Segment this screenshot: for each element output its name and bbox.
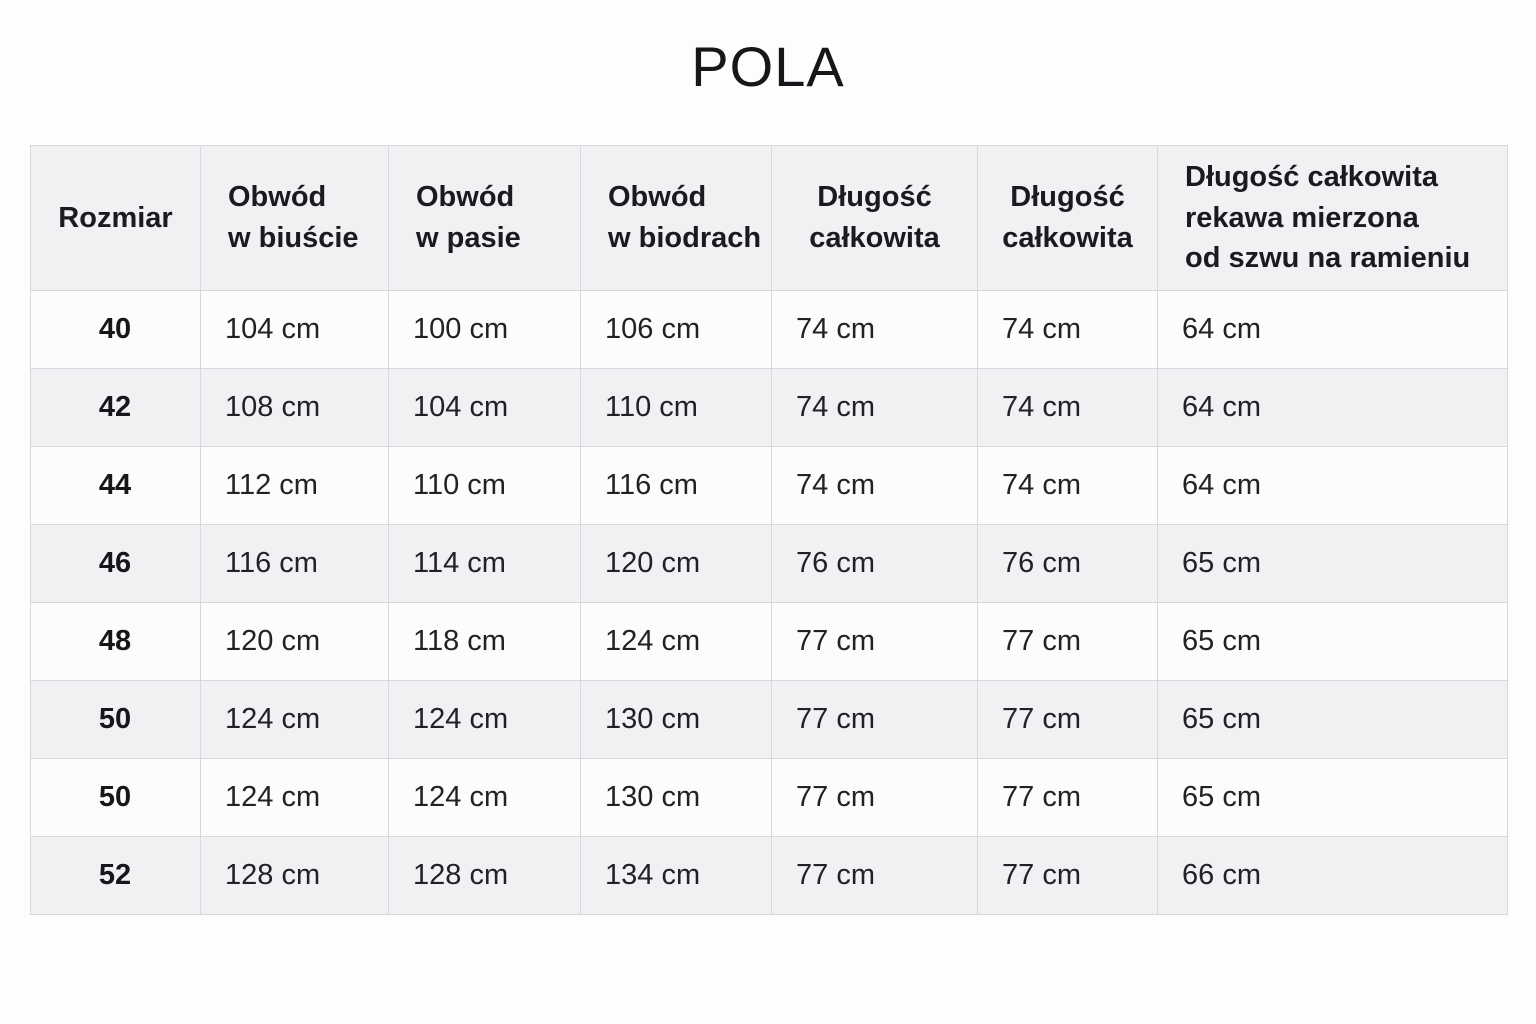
sleeve-cell: 65 cm <box>1157 758 1508 837</box>
length-cell: 74 cm <box>771 446 978 525</box>
size-cell: 44 <box>30 446 201 525</box>
table-row: 52 128 cm 128 cm 134 cm 77 cm 77 cm 66 c… <box>30 836 1508 915</box>
bust-cell: 128 cm <box>200 836 389 915</box>
hips-cell: 116 cm <box>580 446 772 525</box>
sleeve-cell: 64 cm <box>1157 368 1508 447</box>
hips-cell: 110 cm <box>580 368 772 447</box>
size-cell: 52 <box>30 836 201 915</box>
table-row: 40 104 cm 100 cm 106 cm 74 cm 74 cm 64 c… <box>30 290 1508 369</box>
length-cell: 77 cm <box>771 602 978 681</box>
header-row: Rozmiar Obwód w biuście Obwód w pasie Ob… <box>30 145 1508 291</box>
table-row: 48 120 cm 118 cm 124 cm 77 cm 77 cm 65 c… <box>30 602 1508 681</box>
hips-cell: 130 cm <box>580 680 772 759</box>
length-cell: 76 cm <box>977 524 1158 603</box>
column-header-sleeve-length: Długość całkowita rekawa mierzona od szw… <box>1157 145 1508 291</box>
sleeve-cell: 65 cm <box>1157 680 1508 759</box>
length-cell: 74 cm <box>977 290 1158 369</box>
bust-cell: 116 cm <box>200 524 389 603</box>
sleeve-cell: 64 cm <box>1157 290 1508 369</box>
sleeve-cell: 66 cm <box>1157 836 1508 915</box>
sleeve-cell: 64 cm <box>1157 446 1508 525</box>
size-cell: 50 <box>30 758 201 837</box>
waist-cell: 118 cm <box>388 602 581 681</box>
bust-cell: 124 cm <box>200 680 389 759</box>
sleeve-cell: 65 cm <box>1157 602 1508 681</box>
hips-cell: 124 cm <box>580 602 772 681</box>
length-cell: 77 cm <box>771 836 978 915</box>
size-cell: 42 <box>30 368 201 447</box>
waist-cell: 124 cm <box>388 680 581 759</box>
bust-cell: 112 cm <box>200 446 389 525</box>
waist-cell: 128 cm <box>388 836 581 915</box>
column-header-total-length-2: Długość całkowita <box>977 145 1158 291</box>
column-header-size: Rozmiar <box>30 145 201 291</box>
column-header-waist: Obwód w pasie <box>388 145 581 291</box>
page-title: POLA <box>691 35 845 98</box>
waist-cell: 104 cm <box>388 368 581 447</box>
length-cell: 74 cm <box>977 368 1158 447</box>
column-header-hips: Obwód w biodrach <box>580 145 772 291</box>
length-cell: 74 cm <box>977 446 1158 525</box>
waist-cell: 110 cm <box>388 446 581 525</box>
table-row: 44 112 cm 110 cm 116 cm 74 cm 74 cm 64 c… <box>30 446 1508 525</box>
size-cell: 48 <box>30 602 201 681</box>
column-header-total-length: Długość całkowita <box>771 145 978 291</box>
length-cell: 77 cm <box>977 680 1158 759</box>
hips-cell: 134 cm <box>580 836 772 915</box>
bust-cell: 104 cm <box>200 290 389 369</box>
length-cell: 74 cm <box>771 290 978 369</box>
sleeve-cell: 65 cm <box>1157 524 1508 603</box>
length-cell: 77 cm <box>977 758 1158 837</box>
table-row: 46 116 cm 114 cm 120 cm 76 cm 76 cm 65 c… <box>30 524 1508 603</box>
size-cell: 40 <box>30 290 201 369</box>
bust-cell: 124 cm <box>200 758 389 837</box>
table-row: 50 124 cm 124 cm 130 cm 77 cm 77 cm 65 c… <box>30 758 1508 837</box>
hips-cell: 130 cm <box>580 758 772 837</box>
hips-cell: 120 cm <box>580 524 772 603</box>
size-chart-table: Rozmiar Obwód w biuście Obwód w pasie Ob… <box>30 145 1508 915</box>
length-cell: 76 cm <box>771 524 978 603</box>
hips-cell: 106 cm <box>580 290 772 369</box>
length-cell: 74 cm <box>771 368 978 447</box>
table-row: 50 124 cm 124 cm 130 cm 77 cm 77 cm 65 c… <box>30 680 1508 759</box>
waist-cell: 100 cm <box>388 290 581 369</box>
length-cell: 77 cm <box>977 602 1158 681</box>
bust-cell: 120 cm <box>200 602 389 681</box>
length-cell: 77 cm <box>771 758 978 837</box>
bust-cell: 108 cm <box>200 368 389 447</box>
waist-cell: 124 cm <box>388 758 581 837</box>
column-header-bust: Obwód w biuście <box>200 145 389 291</box>
table-row: 42 108 cm 104 cm 110 cm 74 cm 74 cm 64 c… <box>30 368 1508 447</box>
size-cell: 50 <box>30 680 201 759</box>
size-cell: 46 <box>30 524 201 603</box>
waist-cell: 114 cm <box>388 524 581 603</box>
length-cell: 77 cm <box>977 836 1158 915</box>
length-cell: 77 cm <box>771 680 978 759</box>
